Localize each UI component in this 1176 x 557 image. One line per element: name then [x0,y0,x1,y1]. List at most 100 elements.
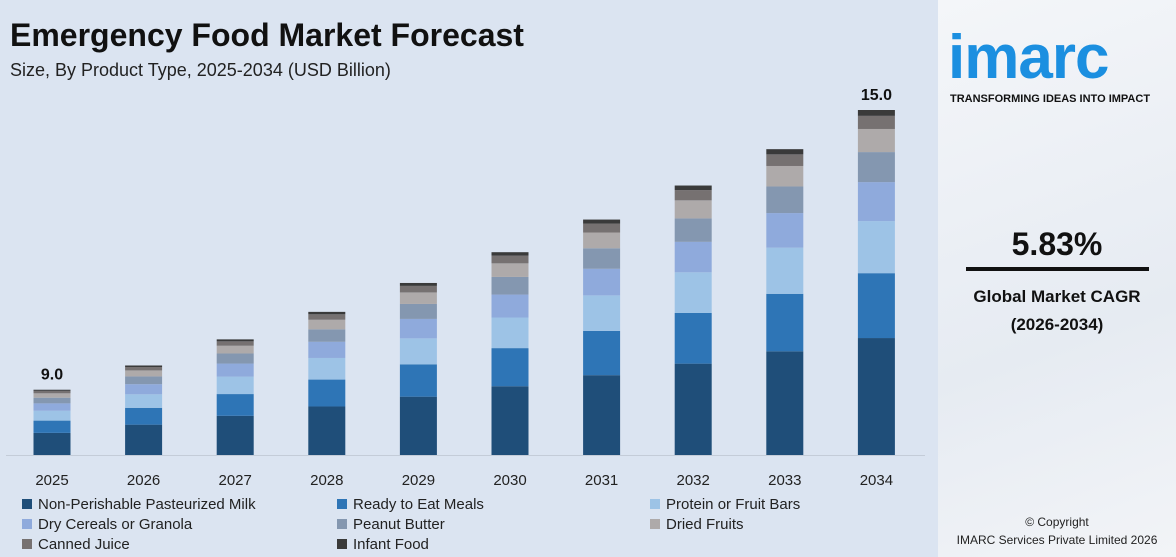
bar-segment [583,268,621,296]
bar-segment [674,312,712,364]
legend-swatch [22,499,32,509]
legend-item: Dry Cereals or Granola [22,516,192,534]
bar-segment [766,165,804,187]
tagline: TRANSFORMING IDEAS INTO IMPACT [950,93,1151,105]
bar-segment [674,363,712,455]
bar-segment [674,218,712,242]
bar-segment [125,384,163,395]
bar-segment [399,364,437,397]
legend-label: Ready to Eat Meals [353,496,484,513]
bar-segment [583,219,621,224]
company-name: IMARC Services Private Limited 2026 [956,533,1158,547]
x-tick-label: 2026 [127,472,160,489]
bar-segment [857,128,895,153]
bar-segment [766,186,804,214]
bar-segment [308,329,346,342]
bar-segment [857,338,895,455]
bar-segment [308,357,346,380]
x-tick-label: 2033 [768,472,801,489]
legend-item: Ready to Eat Meals [337,496,484,514]
bar-segment [583,232,621,249]
cagr-value: 5.83% [1011,226,1103,262]
chart-panel: Emergency Food Market Forecast Size, By … [6,17,925,553]
bar-segment [33,403,71,411]
legend-item: Dried Fruits [650,516,744,534]
bar-segment [766,149,804,155]
bar-segment [674,185,712,191]
bar-segment [216,339,254,342]
bar-segment [583,295,621,331]
copyright-text: © Copyright [1025,515,1089,529]
bar-segment [125,370,163,377]
bar-segment [216,345,254,354]
legend-swatch [650,499,660,509]
chart-title: Emergency Food Market Forecast [10,17,524,53]
data-label: 9.0 [41,367,63,384]
cagr-label-text: Global Market CAGR [973,287,1141,306]
bar-segment [308,341,346,358]
bar-segment [33,389,71,391]
cagr-period: (2026-2034) [1010,315,1104,334]
x-tick-label: 2025 [35,472,68,489]
bar-segment [766,213,804,248]
bar-segment [216,363,254,377]
bar-segment [216,341,254,346]
bar-segment [491,348,529,387]
cagr-label: Global Market CAGR (2026-2034) [938,283,1176,339]
bar-segment [399,396,437,455]
x-tick-label: 2030 [493,472,526,489]
bar-segment [491,386,529,455]
bar-segment [491,294,529,318]
bar-segment [308,311,346,315]
legend-label: Non-Perishable Pasteurized Milk [38,496,256,513]
legend-label: Dried Fruits [666,516,744,533]
legend-swatch [650,519,660,529]
bar-segment [33,390,71,394]
bar-segment [766,154,804,166]
x-tick-label: 2031 [585,472,618,489]
x-tick-label: 2029 [402,472,435,489]
legend-label: Infant Food [353,536,429,553]
legend-label: Dry Cereals or Granola [38,516,193,533]
bar-segment [766,351,804,455]
legend-item: Protein or Fruit Bars [650,496,800,514]
bar-segment [674,200,712,219]
bar-segment [674,190,712,201]
bar-segment [674,241,712,273]
bar-segment [766,293,804,352]
bar-segment [216,353,254,364]
bar-segment [857,152,895,183]
bar-segment [491,317,529,349]
bar-segment [857,221,895,274]
bar-segment [583,330,621,376]
bar-segment [491,255,529,264]
bar-segment [125,394,163,408]
legend-swatch [337,519,347,529]
legend-item: Peanut Butter [337,516,445,534]
bar-segment [857,273,895,339]
brand-panel: imarc TRANSFORMING IDEAS INTO IMPACT 5.8… [938,0,1176,557]
bar-segment [308,319,346,330]
bar-segment [308,406,346,455]
bar-segment [857,115,895,129]
data-label: 15.0 [861,87,892,104]
bar-segment [33,432,71,455]
bar-segment [308,379,346,407]
bar-segment [125,365,163,368]
legend-swatch [337,499,347,509]
bar-segment [766,247,804,294]
bar-segment [216,415,254,455]
bar-segment [857,110,895,116]
x-tick-label: 2027 [219,472,252,489]
bar-segment [33,410,71,421]
bar-segment [33,397,71,404]
bar-segment [399,303,437,319]
copyright: © Copyright IMARC Services Private Limite… [938,513,1176,549]
x-tick-label: 2032 [677,472,710,489]
bar-segment [399,282,437,286]
bar-segment [491,263,529,277]
bar-segment [125,407,163,425]
bar-segment [857,182,895,222]
bar-segment [216,394,254,416]
bar-segment [583,375,621,455]
